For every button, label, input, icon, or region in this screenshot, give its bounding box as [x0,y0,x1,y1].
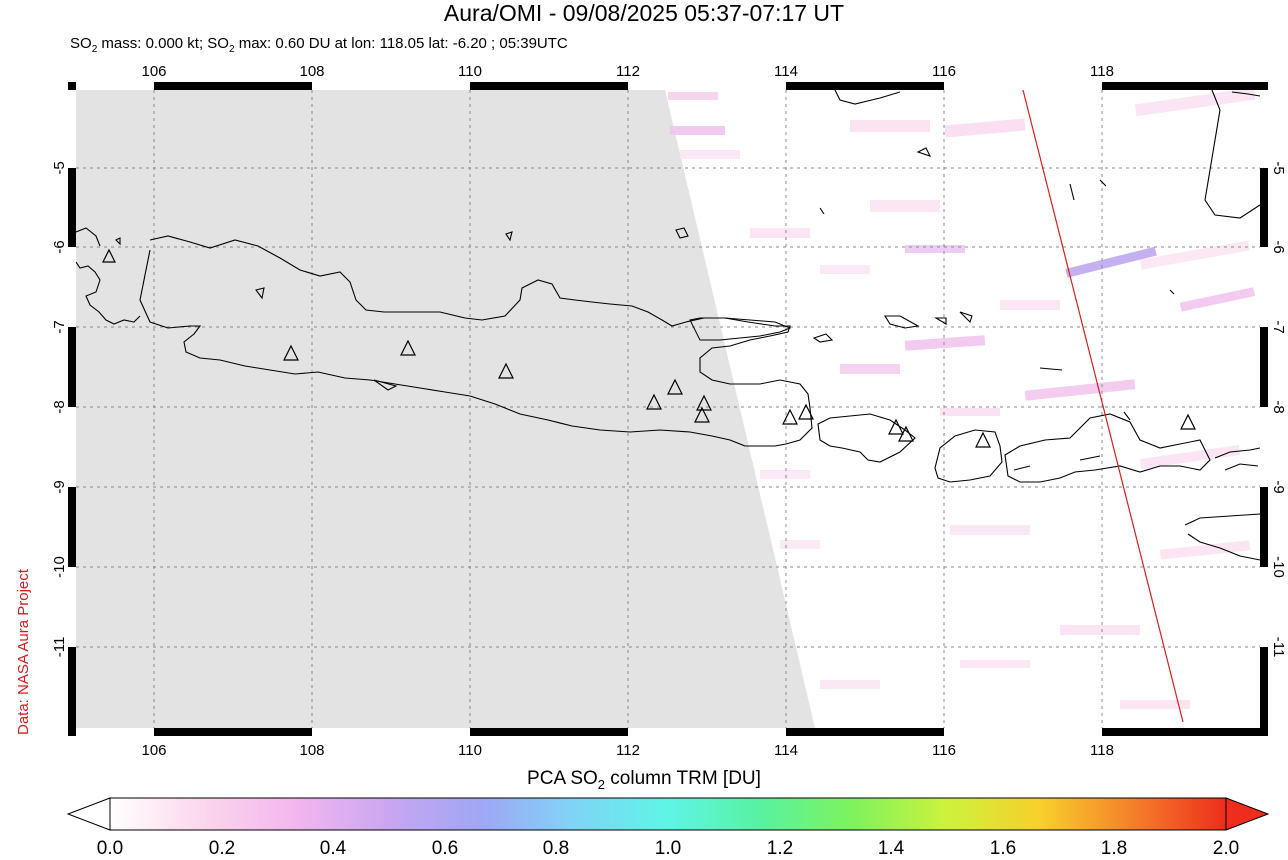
lon-top-112: 112 [616,63,640,80]
cbar-tick-5: 1.0 [655,838,681,859]
lon-top-116: 116 [932,63,956,80]
lon-top-118: 118 [1090,63,1114,80]
graticule [76,90,1260,728]
colorbar-ticks: 0.0 0.2 0.4 0.6 0.8 1.0 1.2 1.4 1.6 1.8 … [97,838,1239,859]
colorbar-gradient [109,797,1227,831]
lat-right--7: -7 [1270,320,1287,333]
subtitle-sub1: 2 [91,44,98,55]
lon-labels-bottom: 106 108 110 112 114 116 118 [141,742,1113,759]
cbar-tick-8: 1.6 [990,838,1016,859]
lon-bottom-106: 106 [141,742,166,759]
lon-bottom-108: 108 [299,742,324,759]
lat-right--6: -6 [1270,240,1287,253]
lon-top-114: 114 [774,63,798,80]
lat-right--9: -9 [1270,480,1287,493]
cbar-tick-3: 0.6 [432,838,458,859]
map-figure: 106 108 110 112 114 116 118 106 108 110 … [51,63,1287,759]
lat-left--5: -5 [51,161,68,174]
cbar-tick-2: 0.4 [320,838,347,859]
lon-top-110: 110 [458,63,482,80]
subtitle-mid: mass: 0.000 kt; SO [97,35,229,52]
lon-bottom-116: 116 [932,742,956,759]
no-data-region [76,90,815,728]
cbar-tick-4: 0.8 [543,838,569,859]
lat-left--10: -10 [51,556,68,578]
so2-swath-pixels [668,90,1256,709]
map-title: Aura/OMI - 09/08/2025 05:37-07:17 UT [443,0,845,26]
volcano-markers [102,248,1196,448]
cbar-tick-1: 0.2 [209,838,235,859]
map-subtitle: SO2 mass: 0.000 kt; SO2 max: 0.60 DU at … [70,35,568,59]
cbar-tick-10: 2.0 [1213,838,1239,859]
lat-left--7: -7 [51,320,68,333]
satellite-track [1022,90,1184,723]
colorbar-under-arrow [66,797,111,831]
cbar-tick-6: 1.2 [767,838,793,859]
lon-bottom-114: 114 [774,742,798,759]
coastlines [76,90,1260,561]
colorbar: 0.0 0.2 0.4 0.6 0.8 1.0 1.2 1.4 1.6 1.8 … [66,797,1270,859]
lat-labels-right: -5 -6 -7 -8 -9 -10 -11 [1270,161,1287,657]
lat-left--6: -6 [51,240,68,253]
colorbar-title-sub: 2 [597,776,606,792]
lat-left--8: -8 [51,400,68,413]
lat-left--9: -9 [51,480,68,493]
lon-top-106: 106 [141,63,166,80]
cbar-tick-7: 1.4 [878,838,905,859]
lon-bottom-110: 110 [458,742,482,759]
colorbar-over-arrow [1225,797,1270,831]
lat-right--5: -5 [1270,161,1287,174]
cbar-tick-9: 1.8 [1101,838,1127,859]
lat-left--11: -11 [51,637,68,658]
colorbar-title-suffix: column TRM [DU] [605,768,761,789]
colorbar-title: PCA SO2 column TRM [DU] [0,768,1288,796]
lat-right--8: -8 [1270,400,1287,413]
lat-labels-left: -5 -6 -7 -8 -9 -10 -11 [51,161,68,657]
cbar-tick-0: 0.0 [97,838,123,859]
lat-right--10: -10 [1270,556,1287,578]
colorbar-title-prefix: PCA SO [527,768,598,789]
lon-bottom-112: 112 [616,742,640,759]
subtitle-prefix: SO [70,35,92,52]
subtitle-sub2: 2 [228,44,235,55]
lon-bottom-118: 118 [1090,742,1114,759]
subtitle-rest: max: 0.60 DU at lon: 118.05 lat: -6.20 ;… [234,35,568,52]
lon-top-108: 108 [299,63,324,80]
lat-right--11: -11 [1270,637,1287,658]
lon-labels-top: 106 108 110 112 114 116 118 [141,63,1113,80]
